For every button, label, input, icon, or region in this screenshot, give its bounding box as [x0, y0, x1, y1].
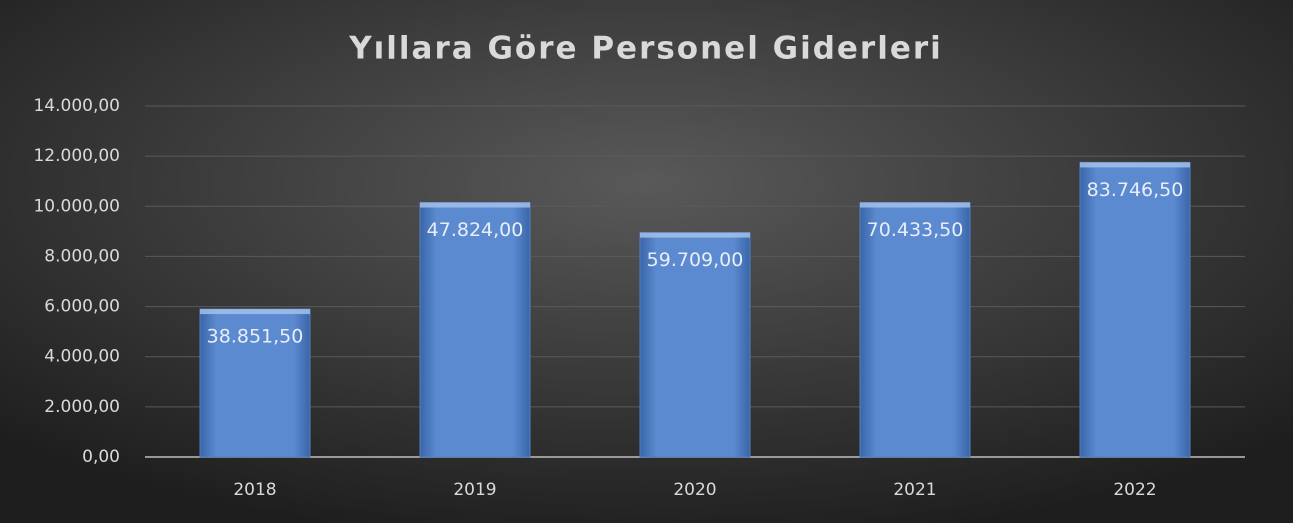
bar	[859, 202, 971, 458]
y-tick-label: 12.000,00	[33, 146, 120, 166]
x-tick-label: 2020	[673, 480, 716, 500]
bar	[199, 308, 311, 458]
y-tick-label: 0,00	[82, 447, 120, 467]
bar	[639, 232, 751, 458]
x-tick-label: 2021	[893, 480, 936, 500]
bar-highlight	[1080, 162, 1190, 168]
y-tick-label: 10.000,00	[33, 196, 120, 216]
x-tick-label: 2018	[233, 480, 276, 500]
x-tick-label: 2022	[1113, 480, 1156, 500]
bar-annotation: 38.851,50	[207, 326, 304, 348]
bar-annotation: 70.433,50	[867, 219, 964, 241]
y-tick-label: 2.000,00	[44, 397, 120, 417]
chart-title: Yıllara Göre Personel Giderleri	[348, 31, 943, 67]
bar-highlight	[860, 202, 970, 208]
bar-annotation: 47.824,00	[427, 219, 524, 241]
y-tick-label: 6.000,00	[44, 297, 120, 317]
x-tick-label: 2019	[453, 480, 496, 500]
bar-annotation: 59.709,00	[647, 249, 744, 271]
bar-highlight	[420, 202, 530, 208]
bar-highlight	[640, 232, 750, 238]
bar	[419, 202, 531, 458]
y-tick-label: 8.000,00	[44, 246, 120, 266]
bar	[1079, 161, 1191, 458]
bar-annotation: 83.746,50	[1087, 179, 1184, 201]
bar-highlight	[200, 309, 310, 315]
y-tick-label: 4.000,00	[44, 347, 120, 367]
y-tick-label: 14.000,00	[33, 96, 120, 116]
